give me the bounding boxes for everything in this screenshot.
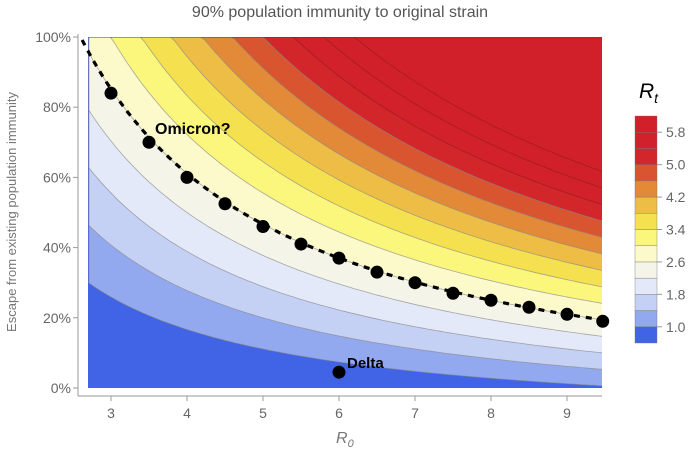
data-point-omicron: [596, 314, 610, 328]
legend-title-sub: t: [654, 90, 659, 106]
legend-swatch: [634, 261, 658, 279]
axes: 3 4 5 6 7 8 9 0% 20% 40% 60% 80% 100%: [35, 29, 602, 421]
legend-swatch: [634, 245, 658, 263]
data-point-omicron: [446, 286, 460, 300]
x-tick-label: 6: [335, 405, 343, 421]
data-point-omicron: [332, 251, 346, 265]
y-tick-label: 100%: [35, 29, 71, 45]
legend-swatch: [634, 196, 658, 214]
legend-swatch: [634, 180, 658, 198]
x-axis-label-main: R: [336, 430, 348, 447]
x-tick-label: 8: [487, 405, 495, 421]
data-point-omicron: [408, 276, 422, 290]
legend-swatch: [634, 277, 658, 295]
data-point-delta: [332, 365, 346, 379]
legend-title: Rt: [639, 80, 659, 106]
data-point-omicron: [484, 293, 498, 307]
legend-swatch: [634, 148, 658, 165]
data-point-omicron: [370, 265, 384, 279]
y-tick-label: 40%: [43, 240, 71, 256]
legend-tick-label: 2.6: [666, 254, 686, 270]
data-points: [104, 86, 610, 379]
legend-swatch: [634, 294, 658, 311]
legend-swatch: [634, 326, 658, 344]
data-point-omicron: [522, 300, 536, 314]
legend-title-main: R: [639, 80, 654, 103]
legend-swatch: [634, 115, 658, 133]
legend-tick-label: 5.0: [666, 157, 686, 173]
contour-level-6.2: [88, 37, 602, 172]
data-point-omicron: [294, 237, 308, 251]
legend-tick-label: 3.4: [666, 222, 686, 238]
contour-bands: [88, 37, 602, 388]
x-axis-label: R0: [336, 430, 355, 450]
chart-title: 90% population immunity to original stra…: [192, 4, 488, 21]
x-tick-label: 7: [411, 405, 419, 421]
data-point-omicron: [180, 170, 194, 184]
y-tick-label: 20%: [43, 310, 71, 326]
x-axis-label-sub: 0: [348, 438, 355, 450]
data-point-omicron: [256, 220, 270, 234]
x-tick-label: 9: [563, 405, 571, 421]
data-point-omicron: [104, 86, 118, 100]
annotation-omicron: Omicron?: [155, 121, 231, 138]
data-point-omicron: [142, 135, 156, 149]
x-tick-label: 4: [183, 405, 191, 421]
legend-swatch: [634, 132, 658, 149]
annotation-delta: Delta: [347, 355, 384, 372]
y-tick-label: 0%: [51, 380, 71, 396]
color-legend: Rt 1.0 1.8 2.6 3.4 4.2 5.0 5.8: [634, 80, 686, 344]
legend-tick-label: 5.8: [666, 124, 686, 140]
data-point-omicron: [560, 307, 574, 321]
y-tick-label: 80%: [43, 99, 71, 115]
x-tick-label: 3: [107, 405, 115, 421]
legend-tick-label: 1.8: [666, 286, 686, 302]
legend-swatch: [634, 310, 658, 327]
legend-swatch: [634, 229, 658, 246]
legend-swatch: [634, 164, 658, 182]
legend-tick-label: 1.0: [666, 319, 686, 335]
data-point-omicron: [218, 197, 232, 211]
y-tick-label: 60%: [43, 169, 71, 185]
x-tick-label: 5: [259, 405, 267, 421]
legend-swatch: [634, 213, 658, 230]
legend-tick-label: 4.2: [666, 189, 686, 205]
y-axis-label: Escape from existing population immunity: [4, 92, 19, 332]
